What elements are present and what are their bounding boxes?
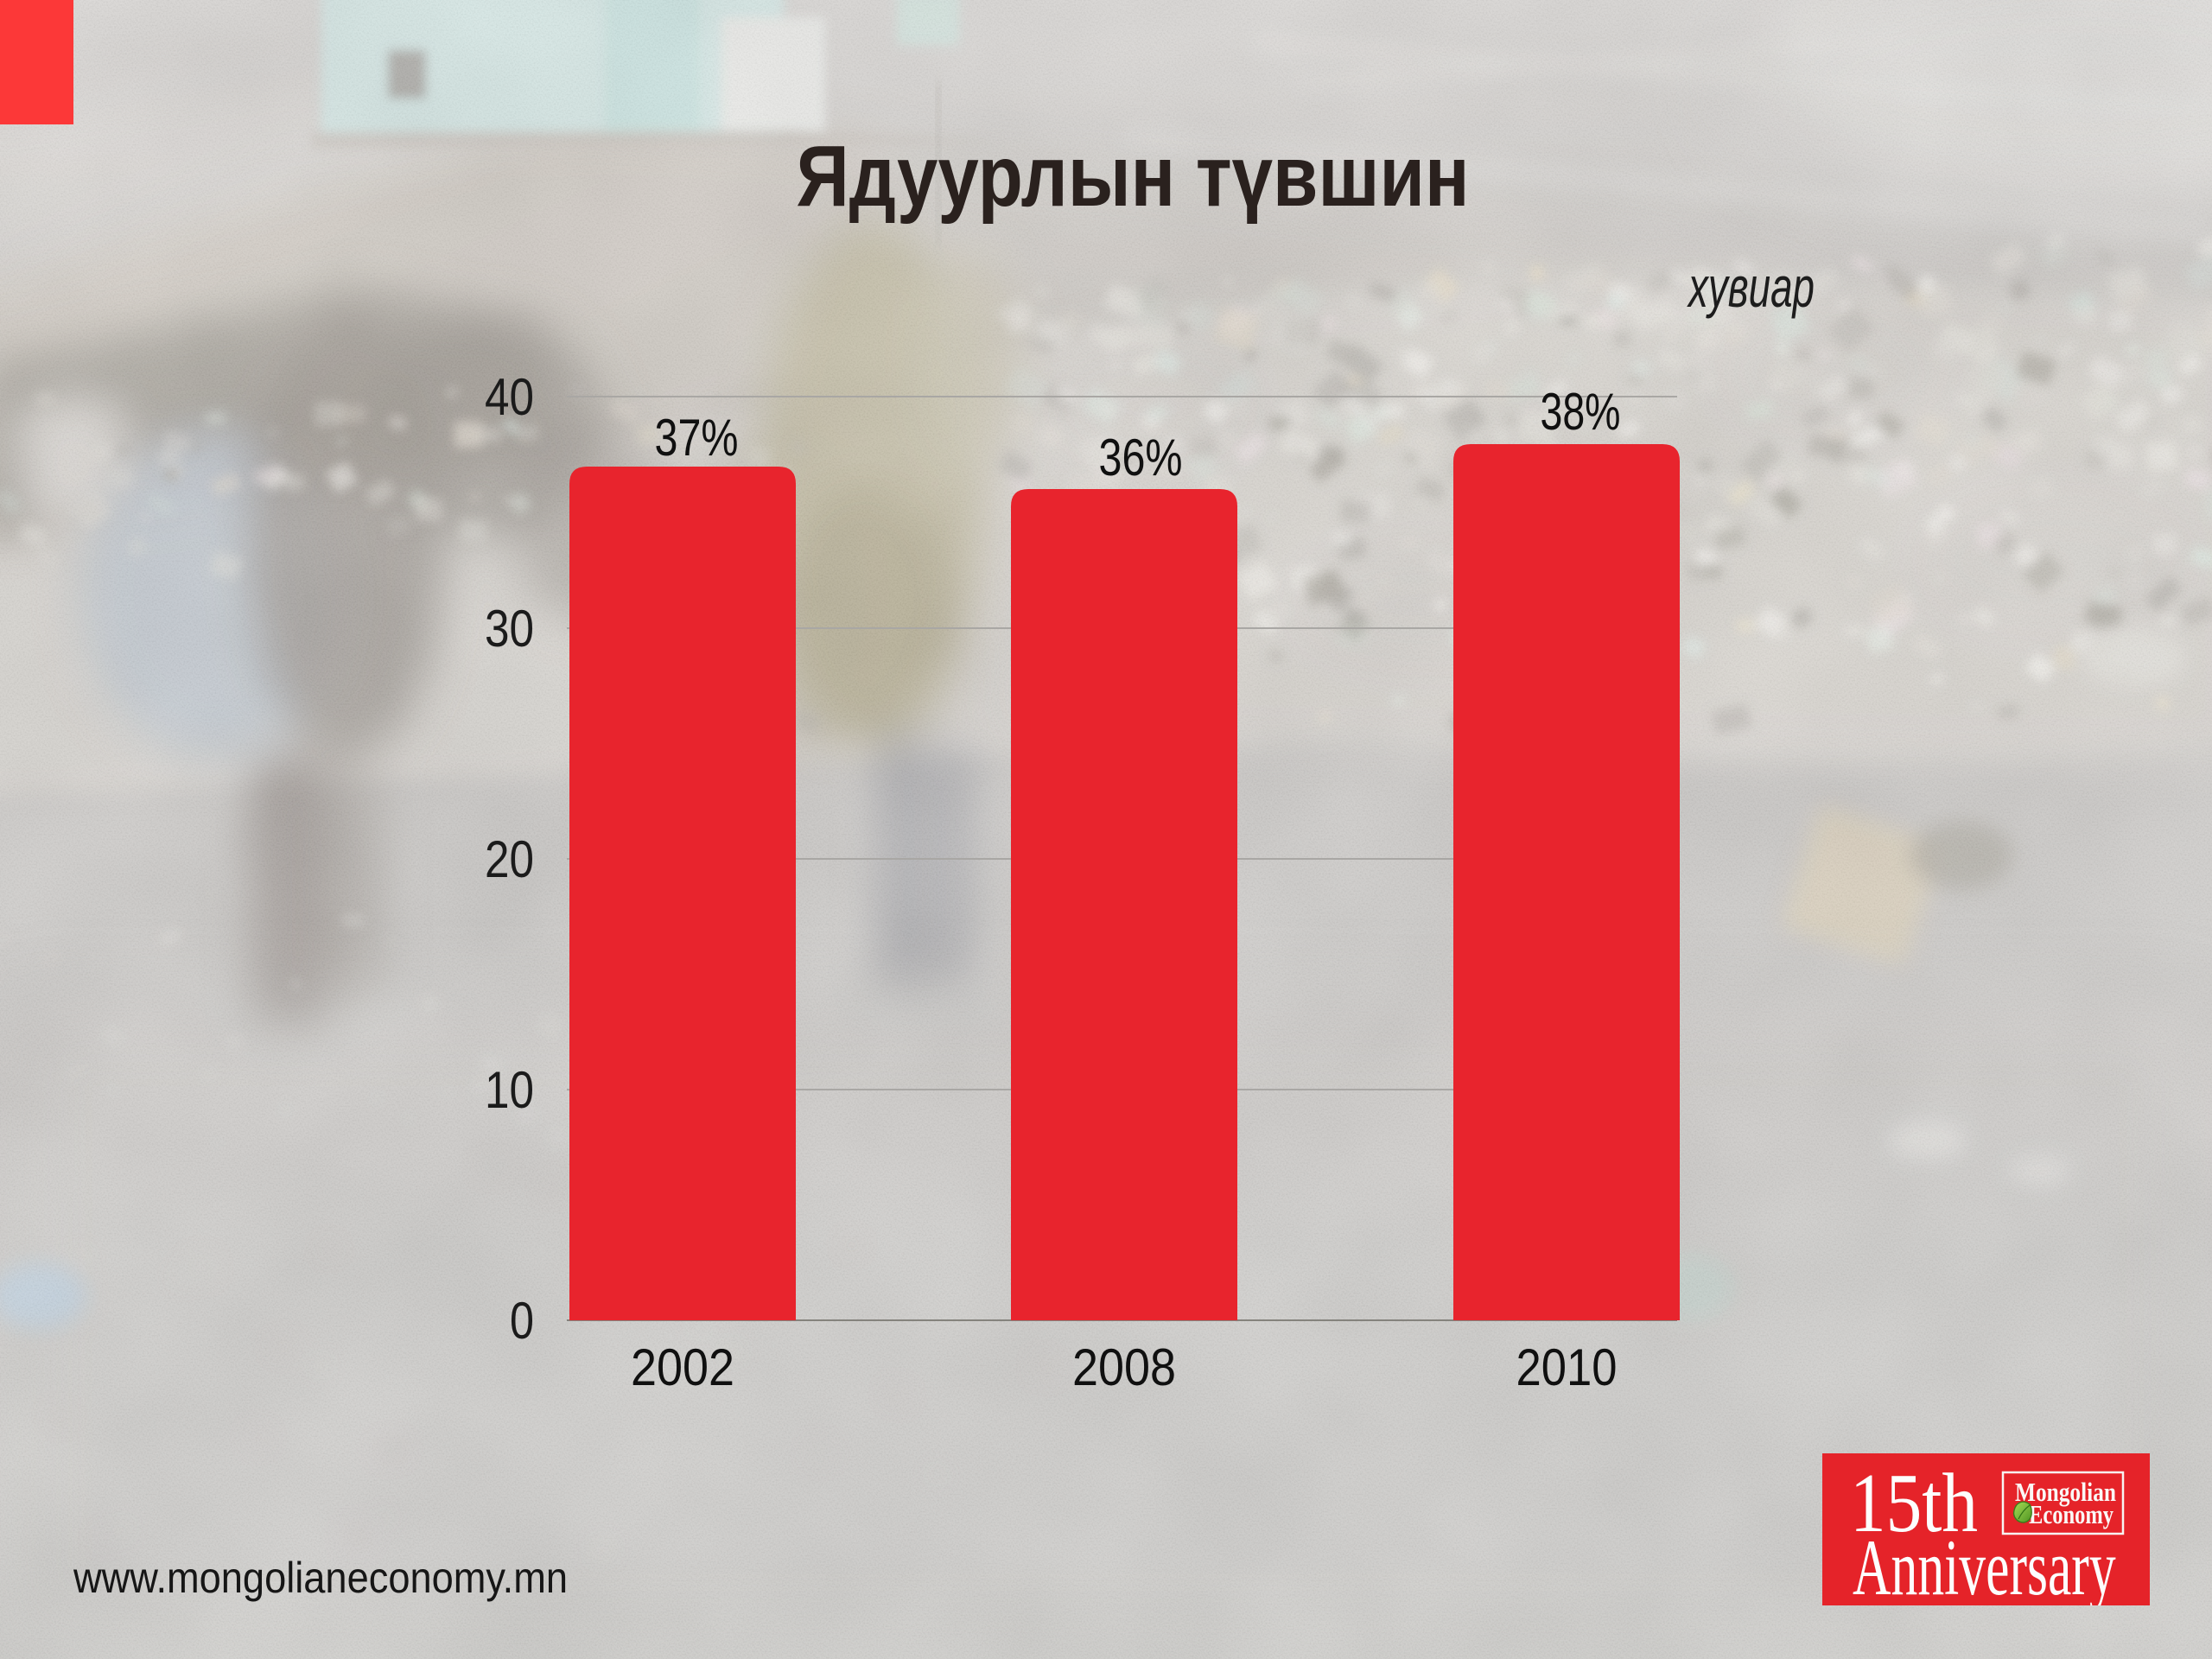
svg-text:38%: 38% (1541, 383, 1621, 441)
svg-text:Anniversary: Anniversary (1853, 1523, 2116, 1611)
svg-text:Mongolian: Mongolian (2015, 1477, 2116, 1507)
svg-text:37%: 37% (655, 409, 739, 467)
svg-text:2002: 2002 (631, 1338, 734, 1396)
svg-text:20: 20 (485, 830, 534, 888)
svg-text:хувиар: хувиар (1687, 255, 1815, 319)
svg-text:40: 40 (485, 368, 534, 426)
svg-text:15th: 15th (1850, 1457, 1978, 1549)
svg-text:36%: 36% (1099, 429, 1183, 486)
svg-text:30: 30 (485, 600, 534, 658)
svg-text:2010: 2010 (1516, 1338, 1618, 1396)
svg-text:0: 0 (510, 1292, 534, 1350)
svg-text:2008: 2008 (1072, 1338, 1176, 1396)
svg-text:www.mongolianeconomy.mn: www.mongolianeconomy.mn (73, 1554, 568, 1602)
svg-text:Economy: Economy (2029, 1499, 2113, 1529)
svg-text:10: 10 (485, 1061, 534, 1119)
svg-text:Ядуурлын түвшин: Ядуурлын түвшин (797, 128, 1470, 225)
